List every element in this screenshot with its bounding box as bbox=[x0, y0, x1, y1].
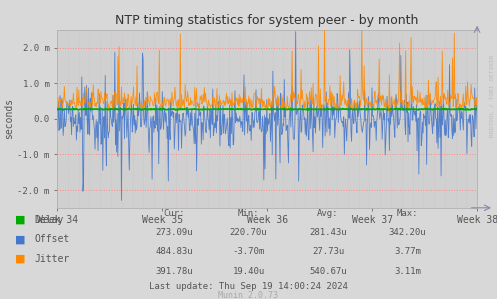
Text: Last update: Thu Sep 19 14:00:24 2024: Last update: Thu Sep 19 14:00:24 2024 bbox=[149, 283, 348, 292]
Text: ■: ■ bbox=[15, 254, 25, 264]
Text: 273.09u: 273.09u bbox=[155, 228, 193, 237]
Text: Offset: Offset bbox=[35, 234, 70, 244]
Text: ■: ■ bbox=[15, 215, 25, 225]
Text: 281.43u: 281.43u bbox=[309, 228, 347, 237]
Y-axis label: seconds: seconds bbox=[4, 98, 14, 139]
Text: 19.40u: 19.40u bbox=[233, 267, 264, 276]
Text: Cur:: Cur: bbox=[163, 209, 185, 218]
Text: -3.70m: -3.70m bbox=[233, 247, 264, 256]
Text: 342.20u: 342.20u bbox=[389, 228, 426, 237]
Text: Delay: Delay bbox=[35, 215, 64, 225]
Text: Max:: Max: bbox=[397, 209, 418, 218]
Title: NTP timing statistics for system peer - by month: NTP timing statistics for system peer - … bbox=[115, 14, 419, 27]
Text: 3.11m: 3.11m bbox=[394, 267, 421, 276]
Text: 220.70u: 220.70u bbox=[230, 228, 267, 237]
Text: 3.77m: 3.77m bbox=[394, 247, 421, 256]
Text: ■: ■ bbox=[15, 234, 25, 244]
Text: Avg:: Avg: bbox=[317, 209, 339, 218]
Text: 27.73u: 27.73u bbox=[312, 247, 344, 256]
Text: 484.83u: 484.83u bbox=[155, 247, 193, 256]
Text: RRDTOOL / TOBI OETIKER: RRDTOOL / TOBI OETIKER bbox=[490, 54, 495, 137]
Text: Munin 2.0.73: Munin 2.0.73 bbox=[219, 291, 278, 299]
Text: 540.67u: 540.67u bbox=[309, 267, 347, 276]
Text: Min:: Min: bbox=[238, 209, 259, 218]
Text: 391.78u: 391.78u bbox=[155, 267, 193, 276]
Text: Jitter: Jitter bbox=[35, 254, 70, 264]
